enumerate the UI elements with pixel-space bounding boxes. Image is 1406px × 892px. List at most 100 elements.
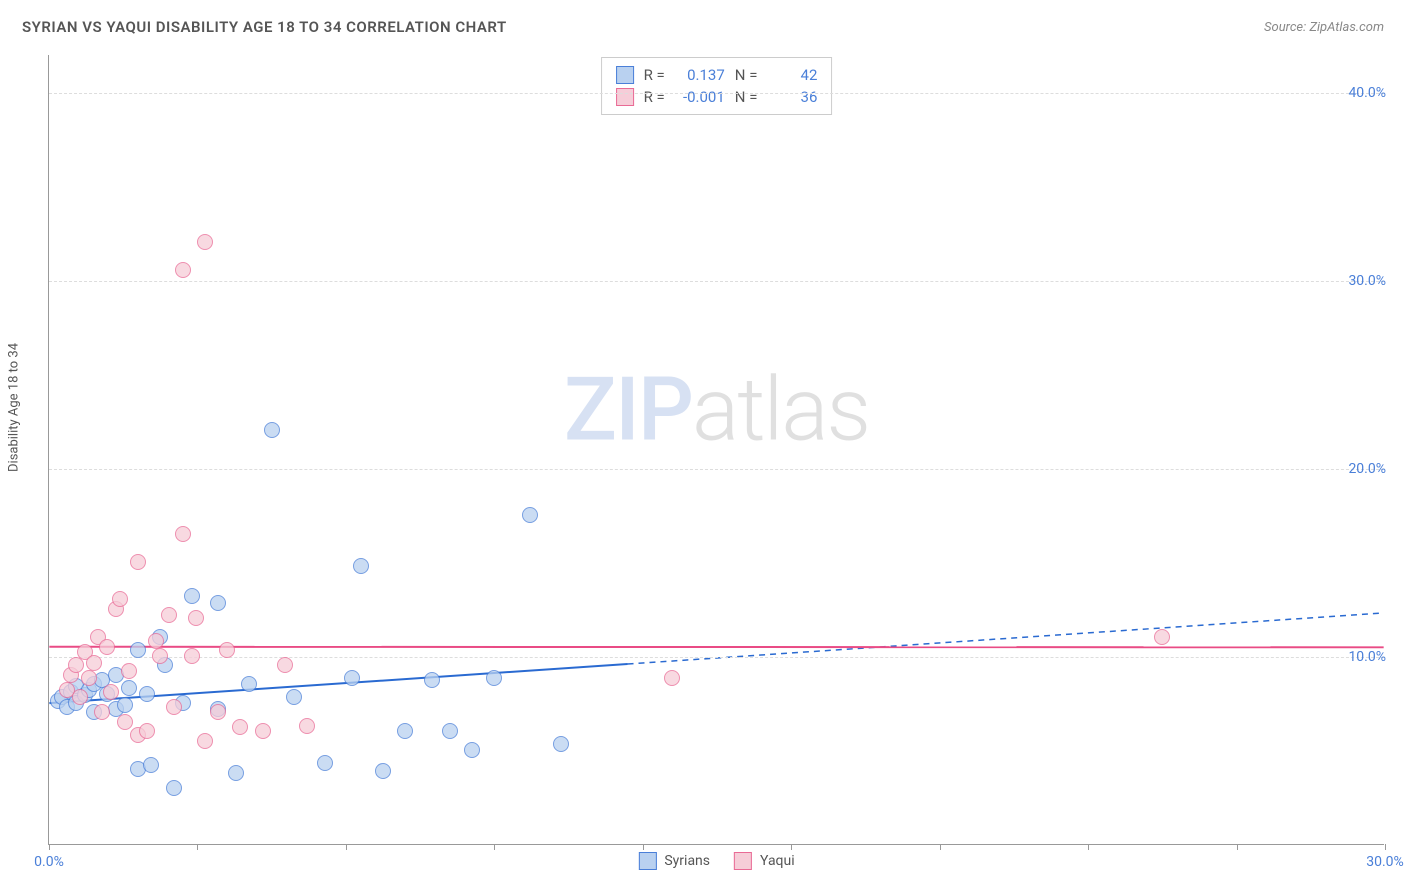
scatter-point — [139, 723, 155, 739]
scatter-point — [397, 723, 413, 739]
scatter-point — [255, 723, 271, 739]
gridline — [49, 657, 1384, 658]
scatter-point — [81, 670, 97, 686]
scatter-point — [553, 736, 569, 752]
scatter-point — [143, 757, 159, 773]
scatter-point — [184, 588, 200, 604]
gridline — [49, 281, 1384, 282]
scatter-point — [99, 639, 115, 655]
stats-row-syrians: R = 0.137 N = 42 — [616, 64, 818, 86]
n-value-syrians: 42 — [767, 66, 817, 84]
x-tick — [1385, 844, 1386, 850]
x-tick — [346, 844, 347, 850]
r-value-syrians: 0.137 — [675, 66, 725, 84]
scatter-point — [72, 689, 88, 705]
legend-item-syrians: Syrians — [638, 852, 710, 870]
x-tick-label: 30.0% — [1366, 854, 1404, 870]
y-tick-label: 40.0% — [1348, 85, 1386, 101]
scatter-point — [353, 558, 369, 574]
scatter-point — [344, 670, 360, 686]
scatter-point — [117, 697, 133, 713]
scatter-point — [117, 714, 133, 730]
scatter-point — [121, 663, 137, 679]
x-tick-label: 0.0% — [34, 854, 64, 870]
scatter-point — [1154, 629, 1170, 645]
legend-swatch-syrians — [638, 852, 656, 870]
scatter-point — [264, 422, 280, 438]
x-tick — [494, 844, 495, 850]
scatter-point — [424, 672, 440, 688]
scatter-point — [522, 507, 538, 523]
watermark-zip: ZIP — [564, 359, 692, 462]
source-label: Source: — [1264, 20, 1306, 35]
scatter-point — [210, 595, 226, 611]
scatter-point — [94, 704, 110, 720]
scatter-point — [219, 642, 235, 658]
scatter-point — [161, 607, 177, 623]
scatter-point — [464, 742, 480, 758]
gridline — [49, 469, 1384, 470]
scatter-point — [241, 676, 257, 692]
n-label: N = — [735, 66, 758, 84]
stats-row-yaqui: R = -0.001 N = 36 — [616, 86, 818, 108]
n-value-yaqui: 36 — [767, 88, 817, 106]
chart-title: SYRIAN VS YAQUI DISABILITY AGE 18 TO 34 … — [22, 18, 507, 36]
swatch-yaqui — [616, 88, 634, 106]
x-tick — [940, 844, 941, 850]
swatch-syrians — [616, 66, 634, 84]
legend-item-yaqui: Yaqui — [734, 852, 795, 870]
scatter-point — [86, 655, 102, 671]
scatter-point — [103, 684, 119, 700]
watermark: ZIPatlas — [564, 359, 869, 462]
legend-label-yaqui: Yaqui — [760, 853, 795, 869]
scatter-point — [148, 633, 164, 649]
scatter-point — [277, 657, 293, 673]
scatter-point — [664, 670, 680, 686]
scatter-point — [130, 642, 146, 658]
scatter-point — [232, 719, 248, 735]
scatter-point — [210, 704, 226, 720]
r-label: R = — [644, 88, 665, 106]
y-tick-label: 10.0% — [1348, 649, 1386, 665]
correlation-stats-box: R = 0.137 N = 42 R = -0.001 N = 36 — [601, 57, 833, 115]
r-label: R = — [644, 66, 665, 84]
scatter-point — [184, 648, 200, 664]
scatter-point — [317, 755, 333, 771]
r-value-yaqui: -0.001 — [675, 88, 725, 106]
x-tick — [791, 844, 792, 850]
y-tick-label: 30.0% — [1348, 273, 1386, 289]
legend-swatch-yaqui — [734, 852, 752, 870]
scatter-point — [152, 648, 168, 664]
scatter-point — [197, 234, 213, 250]
x-tick — [1088, 844, 1089, 850]
source-name: ZipAtlas.com — [1309, 20, 1384, 35]
gridline — [49, 93, 1384, 94]
scatter-point — [486, 670, 502, 686]
scatter-point — [130, 554, 146, 570]
x-tick — [643, 844, 644, 850]
scatter-point — [188, 610, 204, 626]
scatter-point — [375, 763, 391, 779]
bottom-legend: Syrians Yaqui — [638, 852, 794, 870]
scatter-point — [175, 262, 191, 278]
legend-label-syrians: Syrians — [664, 853, 710, 869]
x-tick — [1237, 844, 1238, 850]
scatter-point — [112, 591, 128, 607]
scatter-point — [442, 723, 458, 739]
y-axis-title: Disability Age 18 to 34 — [7, 343, 22, 472]
scatter-point — [175, 526, 191, 542]
watermark-atlas: atlas — [692, 359, 869, 462]
chart-plot-area: ZIPatlas R = 0.137 N = 42 R = -0.001 N =… — [48, 55, 1384, 845]
n-label: N = — [735, 88, 758, 106]
trend-lines — [49, 55, 1384, 844]
y-tick-label: 20.0% — [1348, 461, 1386, 477]
scatter-point — [166, 699, 182, 715]
scatter-point — [299, 718, 315, 734]
scatter-point — [286, 689, 302, 705]
scatter-point — [197, 733, 213, 749]
scatter-point — [121, 680, 137, 696]
scatter-point — [166, 780, 182, 796]
scatter-point — [228, 765, 244, 781]
x-tick — [197, 844, 198, 850]
source-credit: Source: ZipAtlas.com — [1264, 20, 1384, 35]
